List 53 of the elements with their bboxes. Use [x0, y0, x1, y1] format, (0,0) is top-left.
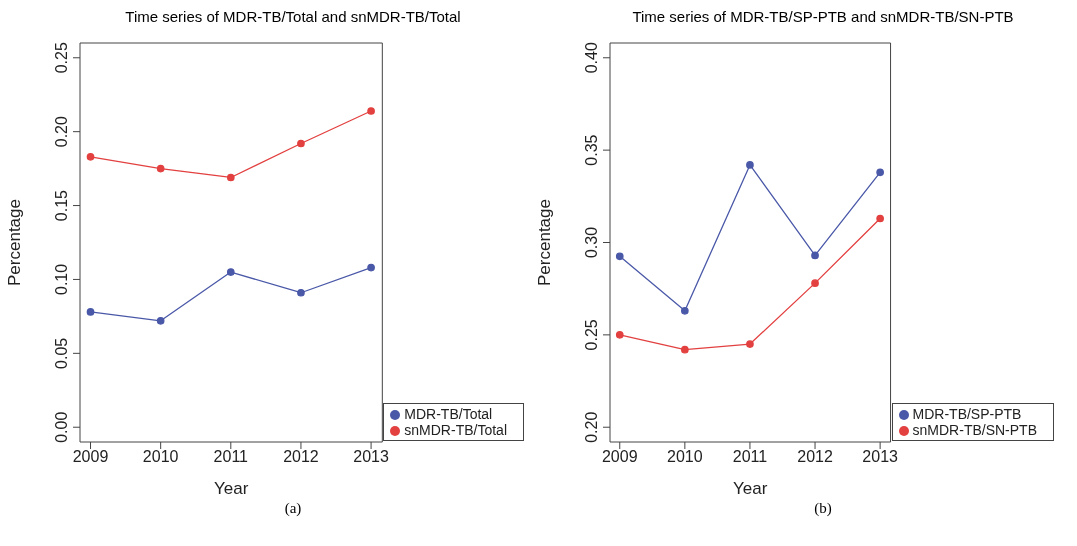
x-tick-label: 2010 — [667, 448, 703, 466]
point — [615, 252, 624, 261]
point — [297, 288, 305, 297]
y-tick-label: 0.20 — [53, 115, 70, 148]
x-tick-label: 2009 — [601, 448, 638, 466]
point — [615, 331, 624, 339]
x-axis-title: Year — [213, 479, 249, 498]
point — [156, 316, 165, 325]
x-tick-label: 2010 — [142, 448, 179, 466]
y-axis-title: Percentage — [535, 199, 555, 286]
legend-label: MDR-TB/Total — [404, 406, 493, 422]
point — [811, 251, 819, 260]
point — [746, 340, 754, 348]
x-tick-label: 2011 — [213, 448, 249, 466]
x-tick-label: 2012 — [797, 448, 833, 466]
point — [86, 152, 95, 161]
legend-label: snMDR-TB/SN-PTB — [912, 422, 1037, 438]
text: (b) — [813, 500, 833, 517]
point — [86, 308, 95, 316]
y-tick-label: 0.40 — [583, 42, 600, 74]
x-tick-label: 2011 — [732, 448, 768, 466]
point — [876, 214, 884, 223]
point — [811, 279, 819, 287]
point — [681, 345, 689, 354]
point — [746, 161, 754, 169]
point — [226, 268, 235, 276]
chart-title: Time series of MDR-TB/SP-PTB and snMDR-TB/SN-PTB — [631, 8, 1015, 27]
point — [681, 307, 689, 315]
legend-label: snMDR-TB/Total — [404, 422, 507, 438]
y-tick-label: 0.25 — [583, 319, 600, 351]
point — [367, 107, 375, 115]
x-axis-title: Year — [733, 479, 768, 498]
point — [876, 168, 884, 177]
chart-title: Time series of MDR-TB/Total and snMDR-TB/Total — [124, 8, 462, 27]
y-tick-label: 0.30 — [583, 226, 600, 259]
point — [367, 263, 375, 272]
x-tick-label: 2009 — [72, 448, 109, 466]
y-tick-label: 0.35 — [583, 134, 600, 166]
y-tick-label: 0.10 — [53, 263, 70, 296]
y-tick-label: 0.15 — [53, 189, 70, 222]
x-tick-label: 2013 — [353, 448, 389, 466]
point — [156, 164, 165, 173]
text: (a) — [283, 500, 303, 517]
legend-label: MDR-TB/SP-PTB — [912, 406, 1022, 422]
y-axis-title: Percentage — [5, 199, 25, 286]
y-tick-label: 0.20 — [583, 411, 600, 443]
y-tick-label: 0.00 — [53, 411, 70, 443]
x-tick-label: 2012 — [283, 448, 319, 466]
point — [226, 173, 235, 182]
y-tick-label: 0.05 — [53, 337, 70, 369]
y-tick-label: 0.25 — [53, 42, 70, 74]
x-tick-label: 2013 — [862, 448, 899, 466]
point — [297, 139, 305, 148]
